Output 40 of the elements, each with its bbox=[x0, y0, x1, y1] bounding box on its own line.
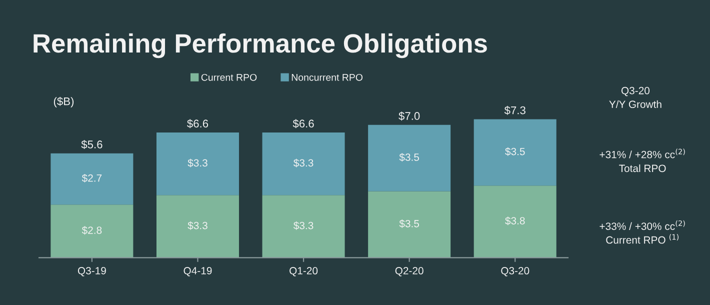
bar bbox=[156, 132, 239, 196]
data-label: $3.5 bbox=[399, 153, 420, 162]
chart-title: Remaining Performance Obligations bbox=[34, 33, 487, 58]
text: +33% / +30% cc$^{(2)}$ bbox=[600, 220, 685, 230]
bar bbox=[50, 153, 134, 205]
x-tick-label: Q1-20 bbox=[290, 267, 318, 276]
bar bbox=[262, 132, 345, 196]
text: Q3-20 bbox=[621, 86, 650, 96]
data-label: $3.3 bbox=[188, 221, 208, 230]
total-label: $6.6 bbox=[292, 119, 314, 128]
bar bbox=[262, 195, 345, 258]
data-label: $3.3 bbox=[188, 158, 208, 168]
data-label: $3.3 bbox=[294, 221, 314, 230]
x-tick-label: Q2-20 bbox=[395, 267, 424, 276]
bar bbox=[474, 186, 556, 258]
bar bbox=[368, 124, 451, 192]
text: Total RPO bbox=[619, 164, 666, 172]
bar bbox=[50, 204, 134, 258]
text: Current RPO $^{(1)}$ bbox=[606, 234, 679, 244]
data-label: $3.5 bbox=[505, 147, 525, 156]
text: Y/Y Growth bbox=[609, 100, 662, 108]
bar bbox=[474, 119, 556, 186]
data-label: $2.8 bbox=[82, 226, 102, 235]
x-tick-label: Q4-19 bbox=[184, 267, 212, 276]
x-tick-label: Q3-20 bbox=[501, 267, 530, 276]
total-label: $5.6 bbox=[81, 140, 102, 150]
data-label: $3.8 bbox=[505, 216, 525, 226]
legend-label: Noncurrent RPO bbox=[292, 74, 363, 81]
bar bbox=[368, 191, 451, 258]
total-label: $7.3 bbox=[504, 106, 526, 115]
text: ($B) bbox=[54, 96, 74, 108]
data-label: $2.7 bbox=[82, 174, 102, 182]
data-label: $3.3 bbox=[294, 158, 314, 168]
data-label: $3.5 bbox=[399, 220, 420, 228]
text: +31% / +28% cc$^{(2)}$ bbox=[600, 148, 685, 158]
total-label: $7.0 bbox=[398, 112, 420, 121]
total-label: $6.6 bbox=[187, 119, 208, 128]
legend-label: Current RPO bbox=[201, 74, 257, 81]
x-tick-label: Q3-19 bbox=[78, 267, 106, 276]
bar bbox=[156, 195, 239, 258]
